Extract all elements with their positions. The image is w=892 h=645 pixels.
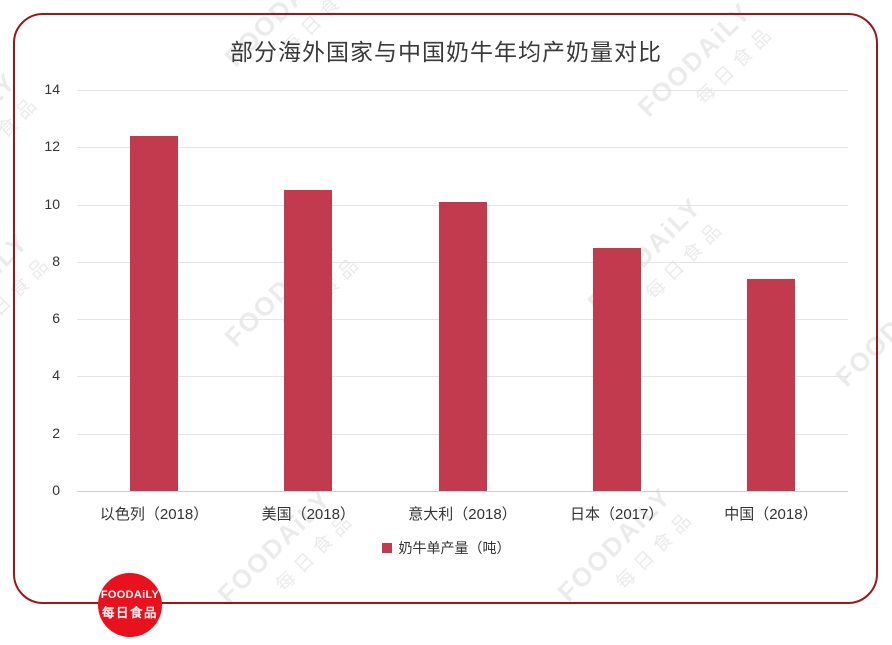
y-axis-tick-label: 8 [52,252,60,269]
x-axis-category-label: 意大利（2018） [408,506,517,523]
plot-area: 0 2 4 6 8 10 12 14 以色列（2018） 美国（2018） 意大利（2018） 日本（… [44,81,848,523]
y-axis-tick-label: 4 [52,367,60,384]
legend-label: 奶牛单产量（吨） [398,540,511,556]
logo-text-cn: 每日食品 [101,606,158,620]
y-axis-tick-label: 2 [52,424,60,441]
legend-swatch [381,543,392,553]
chart-title: 部分海外国家与中国奶牛年均产奶量对比 [230,39,662,65]
x-axis-category-label: 日本（2017） [570,506,664,523]
bar [130,135,179,491]
bar [592,247,641,491]
bar [284,190,333,491]
foodaily-logo: FOODAiLY 每日食品 [98,573,162,637]
bar [746,279,795,491]
y-axis-tick-label: 10 [44,195,60,212]
x-axis-line [77,491,848,492]
legend: 奶牛单产量（吨） [0,538,892,558]
gridline [77,90,848,91]
gridline [77,147,848,149]
x-axis-category-label: 中国（2018） [724,506,818,523]
bar [438,201,487,491]
y-axis-tick-label: 6 [52,310,60,327]
y-axis-tick-label: 12 [44,138,60,155]
x-axis-category-label: 美国（2018） [261,506,355,523]
y-axis-tick-label: 0 [52,482,60,498]
y-axis-tick-label: 14 [44,81,60,97]
x-axis-category-label: 以色列（2018） [99,506,209,523]
logo-text-en: FOODAiLY [100,589,160,601]
